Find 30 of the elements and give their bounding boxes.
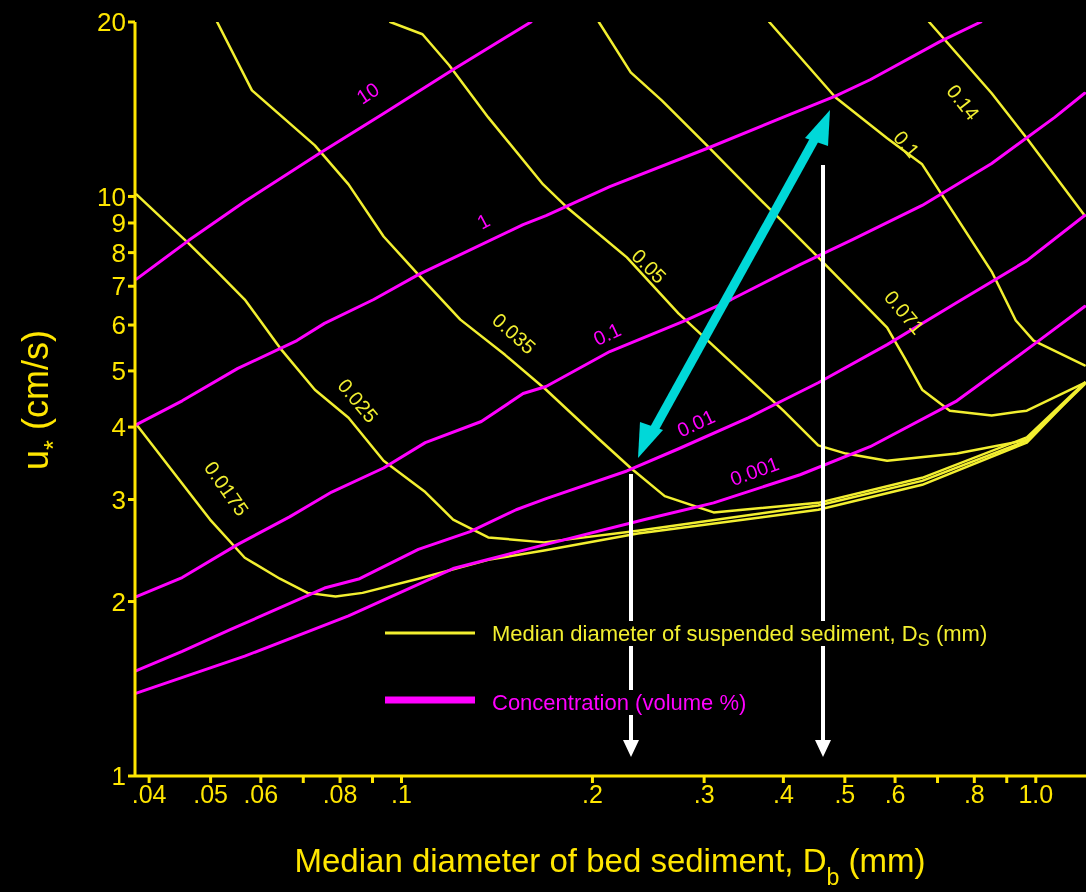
x-tick-label: .1 xyxy=(391,779,412,808)
x-tick-label: .8 xyxy=(963,779,985,808)
y-tick-label: 20 xyxy=(97,7,126,38)
x-tick-label: .04 xyxy=(131,779,167,808)
y-tick-label: 8 xyxy=(111,237,126,268)
x-axis-title: Median diameter of bed sediment, D$_{b}$ (mm) xyxy=(294,842,926,890)
x-tick-label: .06 xyxy=(243,779,279,808)
text: 10 xyxy=(352,77,383,109)
text: 0.001 xyxy=(727,452,782,491)
x-tick-label: .6 xyxy=(884,779,906,808)
annotation: Concentration (volume %) xyxy=(490,690,749,715)
text: 0.1 xyxy=(589,318,625,350)
x-tick-label: .2 xyxy=(582,779,603,808)
x-tick-label: .08 xyxy=(322,779,358,808)
text: 1 xyxy=(473,208,494,234)
x-tick-label: .4 xyxy=(772,779,794,808)
y-tick-label: 6 xyxy=(111,310,126,341)
y-tick-label: 2 xyxy=(111,586,126,617)
text: 0.05 xyxy=(627,244,671,288)
x-tick-label: .3 xyxy=(693,779,715,808)
y-tick-label: 1 xyxy=(111,761,126,792)
annotation: Median diameter of suspended sediment, D$_{S}$ (mm) xyxy=(491,621,989,651)
y-tick-label: 4 xyxy=(111,412,126,443)
y-tick-label: 5 xyxy=(111,356,126,387)
y-tick-label: 7 xyxy=(111,271,126,302)
y-tick-label: 3 xyxy=(111,484,126,515)
x-tick-label: 1.0 xyxy=(1018,779,1054,808)
x-tick-label: .05 xyxy=(193,779,228,808)
text: 0.01 xyxy=(673,405,719,442)
x-tick-label: .5 xyxy=(834,779,856,808)
